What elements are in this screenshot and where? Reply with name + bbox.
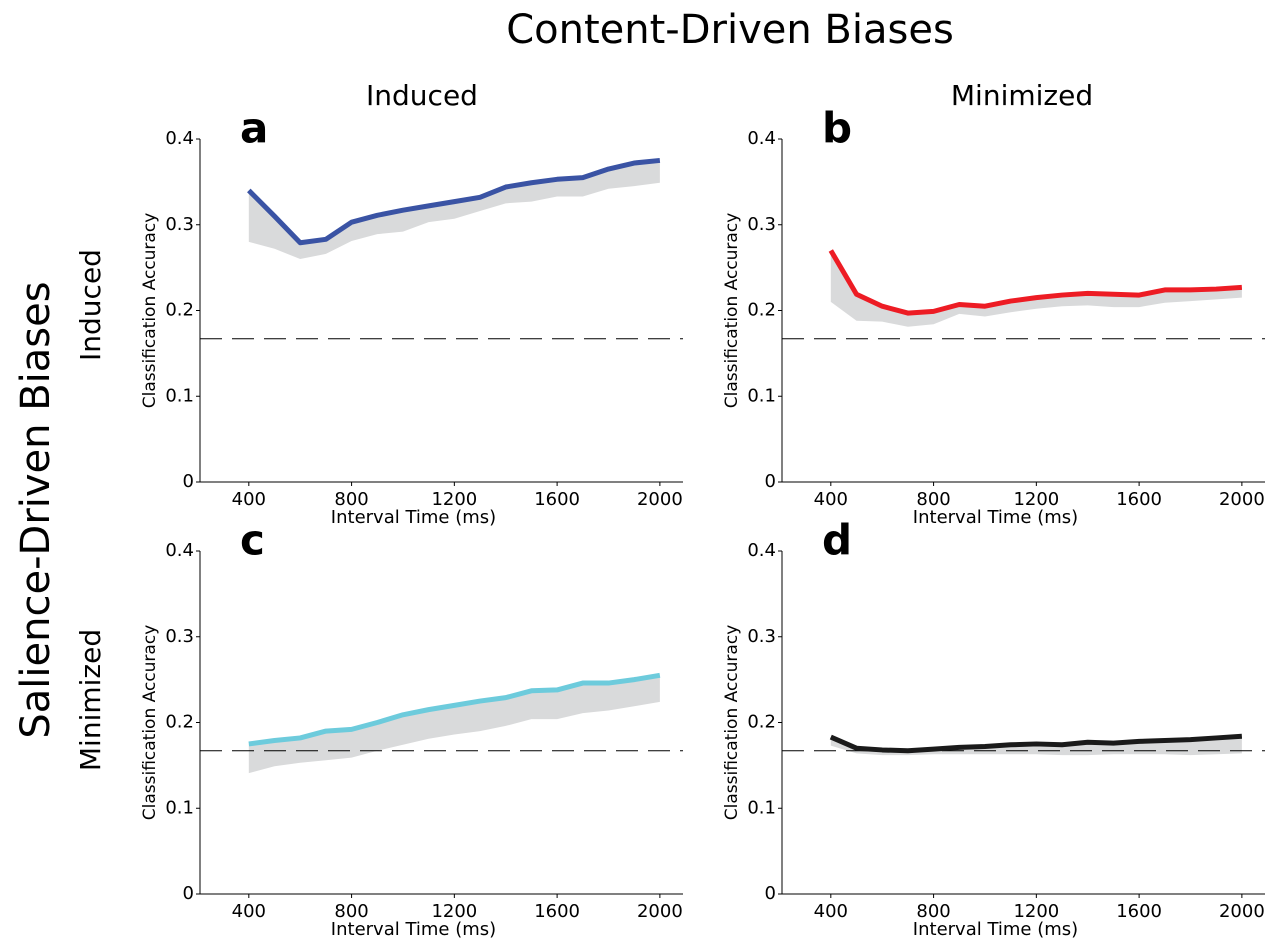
panel-label: d bbox=[822, 516, 852, 565]
x-tick-label: 400 bbox=[814, 489, 848, 510]
x-tick-label: 800 bbox=[916, 901, 950, 922]
x-tick-label: 800 bbox=[334, 901, 368, 922]
y-tick-label: 0.2 bbox=[747, 712, 776, 733]
x-tick-label: 800 bbox=[334, 489, 368, 510]
x-tick-label: 1600 bbox=[1116, 489, 1162, 510]
column-label: Induced bbox=[366, 79, 478, 112]
x-axis-label: Interval Time (ms) bbox=[913, 919, 1078, 939]
x-tick-label: 800 bbox=[916, 489, 950, 510]
x-axis-label: Interval Time (ms) bbox=[331, 507, 496, 528]
y-tick-label: 0.2 bbox=[747, 300, 776, 321]
y-tick-label: 0.4 bbox=[747, 128, 776, 149]
y-tick-label: 0.3 bbox=[747, 214, 776, 235]
y-tick-label: 0.3 bbox=[165, 214, 194, 235]
y-tick-label: 0.4 bbox=[747, 540, 776, 561]
y-tick-label: 0.4 bbox=[165, 540, 194, 561]
x-tick-label: 1200 bbox=[1013, 901, 1059, 922]
x-axis-label: Interval Time (ms) bbox=[331, 919, 496, 939]
data-line bbox=[248, 672, 661, 747]
x-tick-label: 1600 bbox=[1116, 901, 1162, 922]
data-line bbox=[828, 249, 1243, 316]
column-label: Minimized bbox=[951, 79, 1093, 112]
x-axis-label: Interval Time (ms) bbox=[913, 507, 1078, 528]
band bbox=[248, 675, 660, 774]
data-line bbox=[829, 733, 1243, 754]
band bbox=[830, 250, 1242, 327]
x-tick-label: 1600 bbox=[534, 489, 580, 510]
y-tick-label: 0 bbox=[765, 471, 776, 492]
x-tick-label: 2000 bbox=[1219, 489, 1265, 510]
x-tick-label: 400 bbox=[814, 901, 848, 922]
y-tick-label: 0.3 bbox=[165, 626, 194, 647]
x-tick-label: 2000 bbox=[637, 489, 683, 510]
x-tick-label: 400 bbox=[232, 489, 266, 510]
y-tick-label: 0.2 bbox=[165, 300, 194, 321]
y-tick-label: 0.1 bbox=[747, 797, 776, 818]
y-tick-label: 0.1 bbox=[747, 385, 776, 406]
y-tick-label: 0.2 bbox=[165, 712, 194, 733]
y-tick-label: 0 bbox=[765, 883, 776, 904]
y-tick-label: 0.4 bbox=[165, 128, 194, 149]
x-tick-label: 1200 bbox=[1013, 489, 1059, 510]
x-tick-label: 1200 bbox=[431, 489, 477, 510]
y-axis-label: Classification Accuracy bbox=[722, 625, 742, 821]
panel-label: a bbox=[240, 104, 268, 153]
x-tick-label: 400 bbox=[232, 901, 266, 922]
x-tick-label: 1600 bbox=[534, 901, 580, 922]
x-tick-label: 1200 bbox=[431, 901, 477, 922]
row-label: Induced bbox=[74, 249, 107, 361]
row-label: Minimized bbox=[74, 629, 107, 771]
y-tick-label: 0.3 bbox=[747, 626, 776, 647]
row-title: Salience-Driven Biases bbox=[13, 281, 59, 738]
band bbox=[248, 160, 660, 260]
y-tick-label: 0.1 bbox=[165, 797, 194, 818]
y-axis-label: Classification Accuracy bbox=[722, 213, 742, 409]
data-line bbox=[247, 157, 661, 246]
x-tick-label: 2000 bbox=[637, 901, 683, 922]
y-tick-label: 0 bbox=[183, 471, 194, 492]
figure-title: Content-Driven Biases bbox=[506, 7, 954, 53]
y-axis-label: Classification Accuracy bbox=[140, 625, 160, 821]
y-tick-label: 0 bbox=[183, 883, 194, 904]
y-axis-label: Classification Accuracy bbox=[140, 213, 160, 409]
x-tick-label: 2000 bbox=[1219, 901, 1265, 922]
y-tick-label: 0.1 bbox=[165, 385, 194, 406]
panel-label: c bbox=[240, 516, 265, 565]
panel-label: b bbox=[822, 104, 852, 153]
